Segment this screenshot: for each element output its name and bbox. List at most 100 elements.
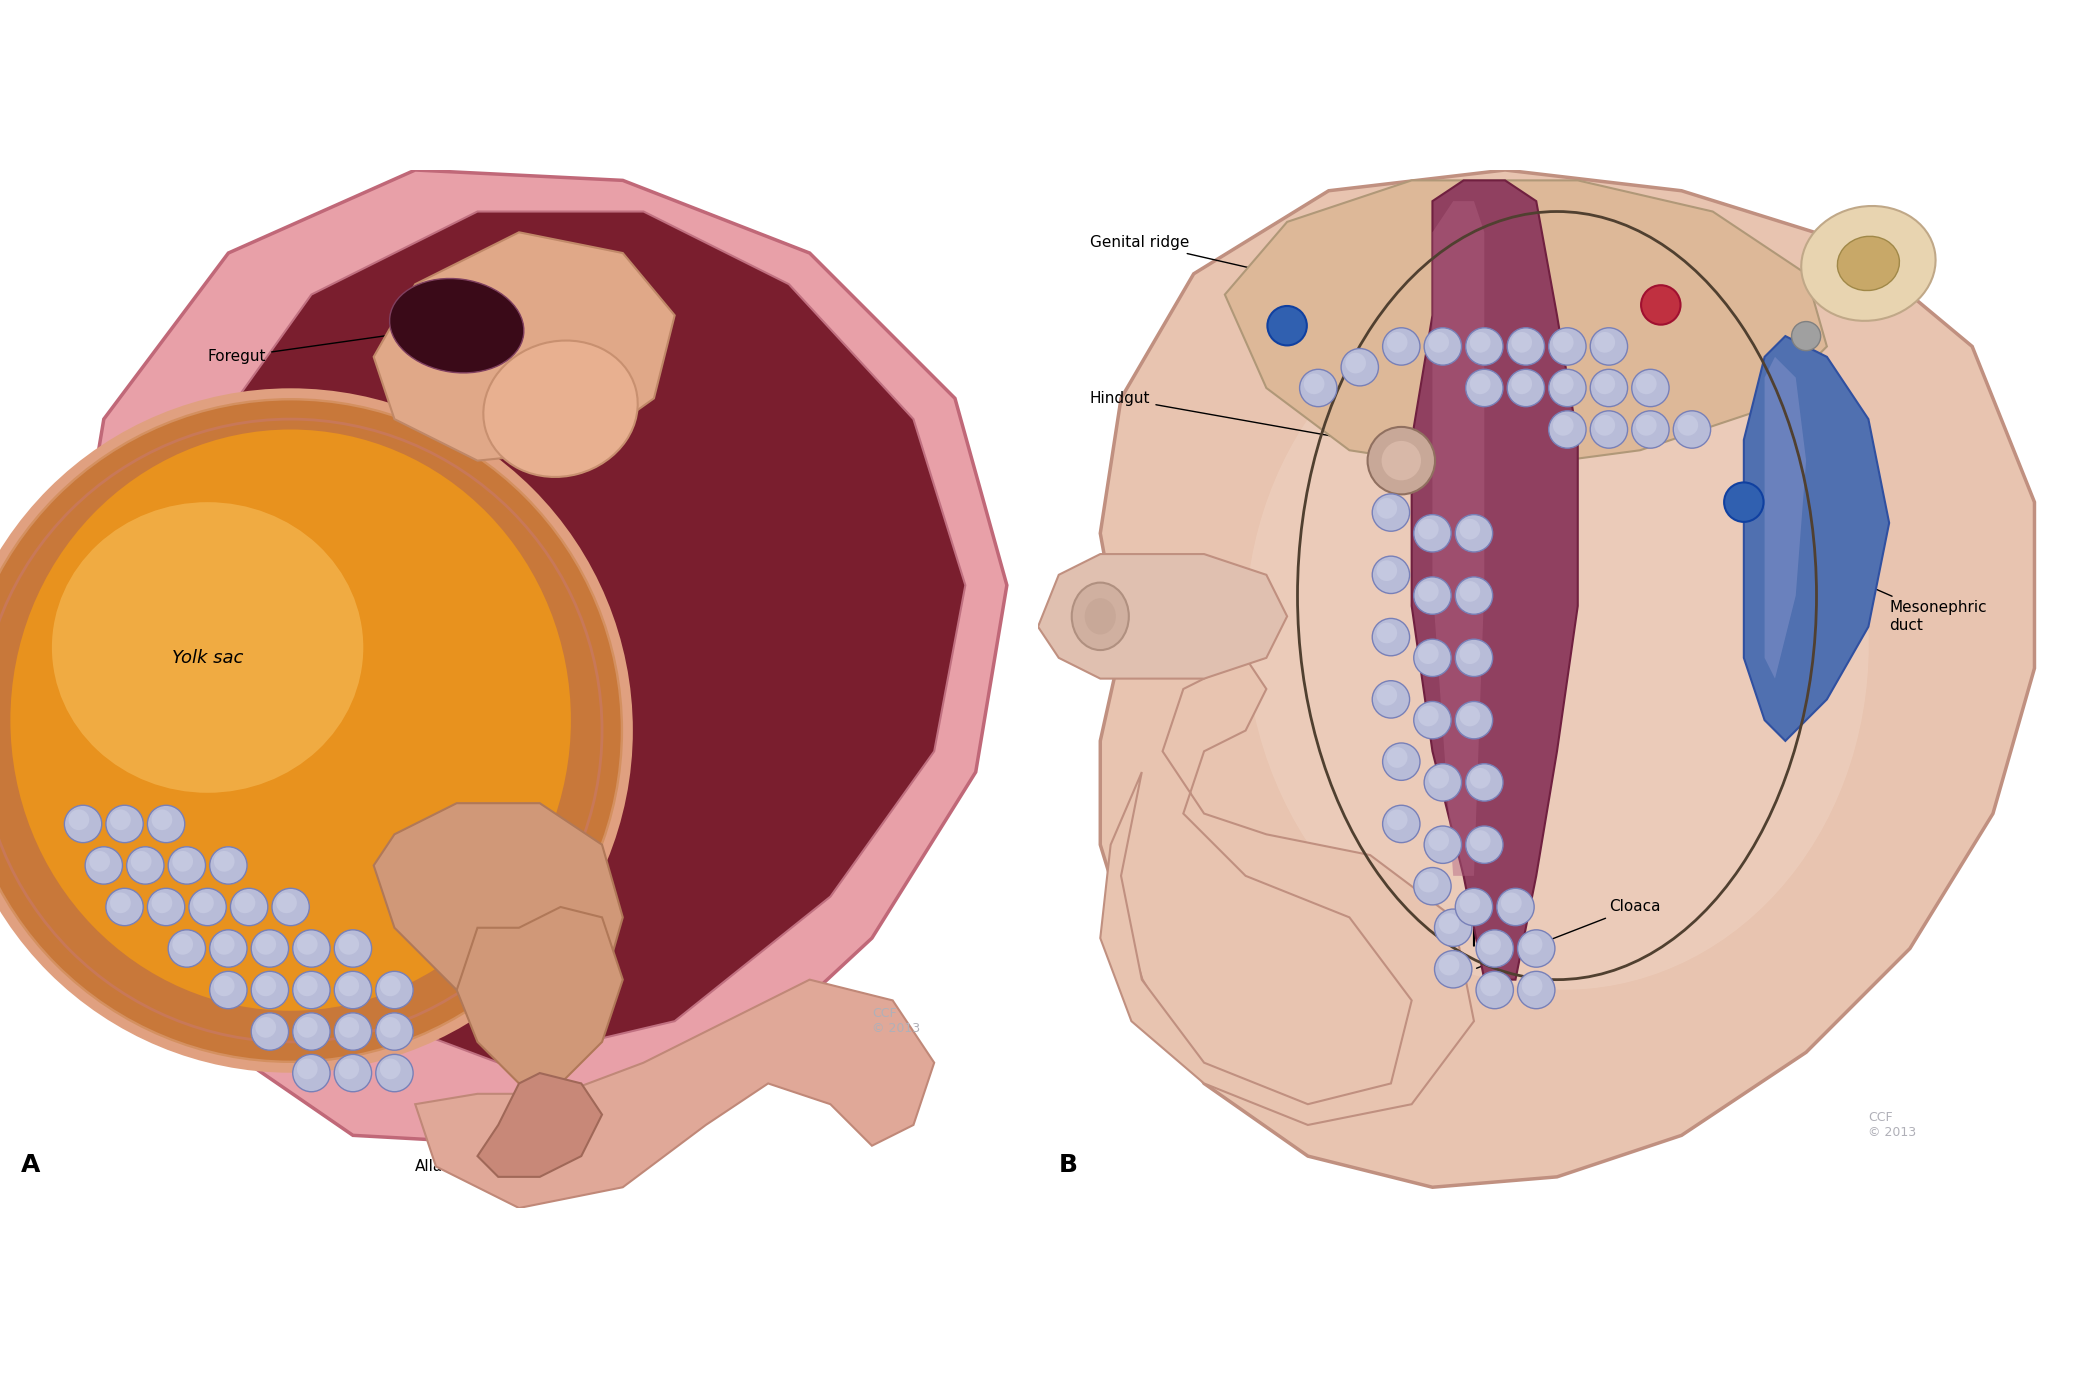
Circle shape <box>1439 914 1459 934</box>
Circle shape <box>276 893 297 914</box>
Circle shape <box>1418 582 1439 602</box>
Circle shape <box>334 1013 372 1050</box>
Text: Heart: Heart <box>446 409 558 457</box>
Circle shape <box>1435 909 1472 947</box>
Polygon shape <box>73 169 1007 1145</box>
Circle shape <box>1511 332 1532 353</box>
Polygon shape <box>374 803 623 1011</box>
Circle shape <box>1304 373 1324 394</box>
Circle shape <box>1549 411 1586 448</box>
Polygon shape <box>415 980 934 1209</box>
Circle shape <box>1507 369 1545 407</box>
Circle shape <box>193 893 214 914</box>
Ellipse shape <box>484 340 637 477</box>
Circle shape <box>214 934 235 955</box>
Circle shape <box>1632 411 1669 448</box>
Ellipse shape <box>10 430 571 1011</box>
Polygon shape <box>457 907 623 1083</box>
Circle shape <box>1372 557 1410 594</box>
Circle shape <box>214 976 235 996</box>
Circle shape <box>168 846 206 885</box>
Circle shape <box>1594 373 1615 394</box>
Circle shape <box>1383 805 1420 842</box>
Text: Primordial
germ cells: Primordial germ cells <box>0 828 133 905</box>
Circle shape <box>1266 306 1308 346</box>
Circle shape <box>1470 332 1491 353</box>
Circle shape <box>376 971 413 1009</box>
Circle shape <box>1549 328 1586 365</box>
Circle shape <box>106 889 143 926</box>
Text: Allantois: Allantois <box>415 1135 548 1174</box>
Circle shape <box>1466 763 1503 801</box>
Circle shape <box>214 852 235 872</box>
Circle shape <box>1636 415 1657 435</box>
Circle shape <box>1459 644 1480 664</box>
Circle shape <box>1376 561 1397 582</box>
Circle shape <box>1476 971 1513 1009</box>
Text: CCF
© 2013: CCF © 2013 <box>1868 1111 1916 1140</box>
Text: A: A <box>21 1153 39 1177</box>
Ellipse shape <box>1246 284 1868 989</box>
Circle shape <box>297 1017 318 1038</box>
Circle shape <box>230 889 268 926</box>
Ellipse shape <box>1368 427 1435 495</box>
Circle shape <box>1383 328 1420 365</box>
Polygon shape <box>1412 181 1578 980</box>
Circle shape <box>293 1054 330 1091</box>
Circle shape <box>85 846 122 885</box>
Text: Genital ridge: Genital ridge <box>1090 236 1410 305</box>
Circle shape <box>380 976 401 996</box>
Ellipse shape <box>1084 598 1117 634</box>
Circle shape <box>235 893 255 914</box>
Circle shape <box>1518 930 1555 967</box>
Circle shape <box>1387 332 1408 353</box>
Polygon shape <box>1100 169 2034 1188</box>
Circle shape <box>1476 930 1513 967</box>
Text: Mesonephric
duct: Mesonephric duct <box>1798 555 1987 633</box>
Circle shape <box>1594 332 1615 353</box>
Circle shape <box>210 971 247 1009</box>
Ellipse shape <box>1381 441 1420 481</box>
Circle shape <box>1455 639 1493 677</box>
Circle shape <box>297 976 318 996</box>
Circle shape <box>338 1058 359 1079</box>
Circle shape <box>293 1013 330 1050</box>
Circle shape <box>1414 577 1451 615</box>
Circle shape <box>1372 493 1410 532</box>
Circle shape <box>1418 872 1439 893</box>
Circle shape <box>338 976 359 996</box>
Circle shape <box>1507 328 1545 365</box>
Circle shape <box>251 930 289 967</box>
Circle shape <box>1387 747 1408 768</box>
Circle shape <box>1590 411 1628 448</box>
Circle shape <box>210 930 247 967</box>
Circle shape <box>1418 518 1439 540</box>
Circle shape <box>64 805 102 842</box>
Circle shape <box>1594 415 1615 435</box>
Circle shape <box>293 971 330 1009</box>
Text: Cloaca: Cloaca <box>1476 900 1661 969</box>
Circle shape <box>1553 373 1574 394</box>
Circle shape <box>251 971 289 1009</box>
Ellipse shape <box>1071 583 1129 650</box>
Circle shape <box>152 809 172 830</box>
Circle shape <box>1553 415 1574 435</box>
Circle shape <box>147 889 185 926</box>
Circle shape <box>172 852 193 872</box>
Circle shape <box>69 809 89 830</box>
Polygon shape <box>1038 554 1287 678</box>
Polygon shape <box>1225 181 1827 471</box>
Circle shape <box>1418 706 1439 726</box>
Circle shape <box>1376 685 1397 706</box>
Text: Foregut: Foregut <box>208 327 455 364</box>
Circle shape <box>1466 825 1503 864</box>
Circle shape <box>1439 955 1459 976</box>
Circle shape <box>1455 514 1493 553</box>
Circle shape <box>1466 328 1503 365</box>
Circle shape <box>1673 411 1711 448</box>
Circle shape <box>1518 971 1555 1009</box>
Polygon shape <box>1765 357 1806 678</box>
Circle shape <box>1466 369 1503 407</box>
Circle shape <box>127 846 164 885</box>
Circle shape <box>172 934 193 955</box>
